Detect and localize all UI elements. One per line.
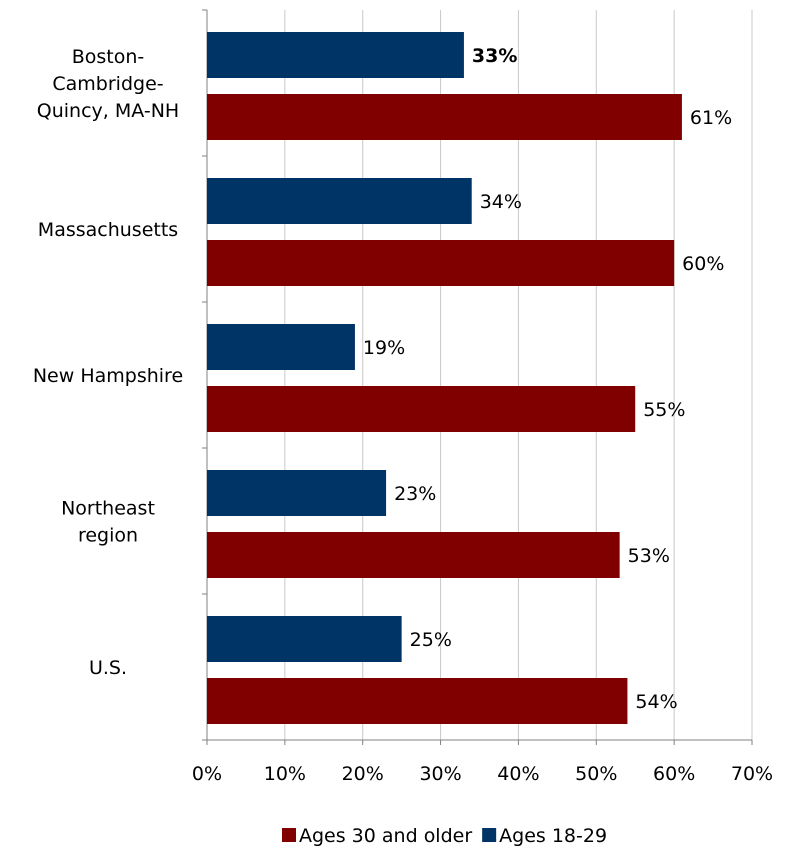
bar	[207, 470, 387, 516]
legend-label: Ages 18-29	[499, 825, 607, 847]
x-tick-label: 0%	[192, 763, 222, 785]
data-label: 53%	[628, 545, 670, 567]
category-label: New Hampshire	[33, 365, 183, 387]
category-label: U.S.	[89, 657, 127, 679]
x-tick-label: 20%	[342, 763, 384, 785]
data-label: 25%	[410, 629, 452, 651]
bar	[207, 240, 675, 286]
bar	[207, 386, 636, 432]
legend-swatch	[282, 828, 296, 842]
bar	[207, 32, 464, 78]
category-label: Cambridge-	[52, 73, 163, 95]
data-label: 54%	[635, 691, 677, 713]
category-label: Northeast	[61, 498, 155, 520]
bar	[207, 94, 682, 140]
category-label: Quincy, MA-NH	[37, 100, 179, 122]
bar	[207, 324, 355, 370]
category-label: Boston-	[72, 46, 145, 68]
data-label: 55%	[643, 399, 685, 421]
bar	[207, 678, 628, 724]
data-label: 19%	[363, 337, 405, 359]
category-label: region	[78, 525, 138, 547]
bar	[207, 532, 620, 578]
legend-swatch	[482, 828, 497, 842]
legend-label: Ages 30 and older	[299, 825, 472, 847]
x-tick-label: 40%	[497, 763, 539, 785]
data-label: 34%	[480, 191, 522, 213]
x-tick-label: 10%	[264, 763, 306, 785]
bar	[207, 616, 402, 662]
data-label: 23%	[394, 483, 436, 505]
data-label: 33%	[472, 45, 517, 67]
x-tick-label: 50%	[575, 763, 617, 785]
x-tick-label: 30%	[419, 763, 461, 785]
data-label: 61%	[690, 107, 732, 129]
x-tick-label: 70%	[731, 763, 773, 785]
data-label: 60%	[682, 253, 724, 275]
bar	[207, 178, 472, 224]
x-tick-label: 60%	[653, 763, 695, 785]
category-label: Massachusetts	[38, 219, 178, 241]
